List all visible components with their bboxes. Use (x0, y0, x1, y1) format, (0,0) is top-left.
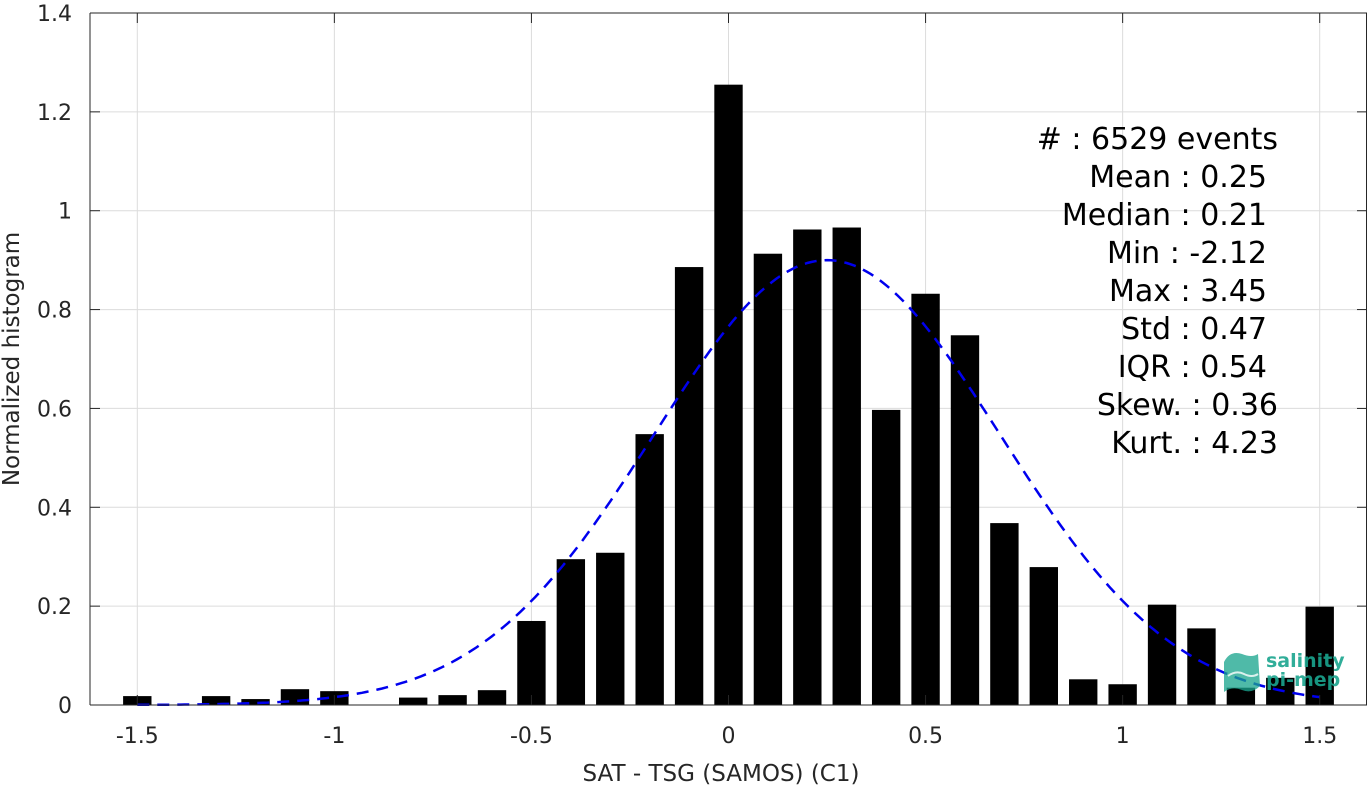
stats-std: Std : 0.47 (1121, 312, 1267, 347)
y-tick-label: 1.2 (37, 101, 72, 126)
y-tick-label: 1 (58, 200, 72, 225)
histogram-bar (1226, 687, 1256, 705)
x-tick-label: -1.5 (116, 724, 159, 749)
stats-mean: Mean : 0.25 (1089, 160, 1267, 195)
salinity-pimep-logo: salinity pi-mep (1224, 650, 1345, 692)
histogram-bar (399, 697, 428, 705)
y-tick-label: 0.4 (37, 496, 72, 521)
histogram-bars (123, 84, 1334, 706)
x-tick-label: 0 (722, 724, 736, 749)
histogram-bar (1108, 684, 1137, 705)
x-tick-label: -1 (323, 724, 345, 749)
histogram-bar (1029, 567, 1058, 705)
x-tick-label: 1.5 (1302, 724, 1337, 749)
logo-text-pimep: pi-mep (1266, 669, 1340, 691)
histogram-bar (871, 409, 901, 705)
x-tick-label: 0.5 (908, 724, 943, 749)
logo-text-salinity: salinity (1266, 650, 1345, 672)
histogram-bar (990, 523, 1019, 705)
x-tick-label: -0.5 (510, 724, 553, 749)
stats-max: Max : 3.45 (1109, 274, 1267, 309)
x-axis-title: SAT - TSG (SAMOS) (C1) (583, 761, 860, 785)
histogram-bar (1187, 628, 1216, 705)
histogram-bar (674, 267, 704, 705)
histogram-bar (556, 559, 586, 705)
stats-count: # : 6529 events (1037, 122, 1278, 157)
x-tick-label: 1 (1116, 724, 1130, 749)
histogram-bar (832, 227, 861, 705)
histogram-bar (753, 253, 783, 705)
stats-skew: Skew. : 0.36 (1097, 388, 1278, 423)
stats-iqr: IQR : 0.54 (1118, 350, 1267, 385)
y-tick-label: 1.4 (37, 2, 72, 27)
histogram-bar (793, 229, 822, 706)
y-tick-label: 0 (58, 694, 72, 719)
histogram-bar (1147, 604, 1177, 705)
histogram-bar (950, 335, 980, 705)
y-tick-label: 0.6 (37, 397, 72, 422)
x-tick-labels: -1.5 -1 -0.5 0 0.5 1 1.5 (116, 724, 1337, 749)
normal-fit-curve (137, 258, 1320, 707)
histogram-bar (477, 690, 507, 705)
histogram-bar (201, 696, 231, 705)
histogram-bar (1069, 679, 1098, 705)
stats-median: Median : 0.21 (1062, 198, 1267, 233)
histogram-bar (596, 552, 625, 705)
stats-kurt: Kurt. : 4.23 (1111, 426, 1278, 461)
histogram-bar (517, 620, 546, 705)
histogram-bar (714, 84, 743, 705)
histogram-bar (241, 699, 270, 705)
y-tick-labels: 0 0.2 0.4 0.6 0.8 1 1.2 1.4 (37, 2, 72, 719)
y-tick-label: 0.2 (37, 595, 72, 620)
logo-wave-highlight (1227, 671, 1259, 677)
histogram-bar (635, 434, 664, 705)
histogram-bar (911, 293, 940, 705)
stats-min: Min : -2.12 (1107, 236, 1267, 271)
histogram-bar (438, 695, 467, 705)
stats-box: # : 6529 events Mean : 0.25 Median : 0.2… (1037, 122, 1278, 461)
y-axis-title: Normalized histogram (0, 232, 25, 486)
y-tick-label: 0.8 (37, 299, 72, 324)
histogram-bar (1305, 606, 1334, 705)
